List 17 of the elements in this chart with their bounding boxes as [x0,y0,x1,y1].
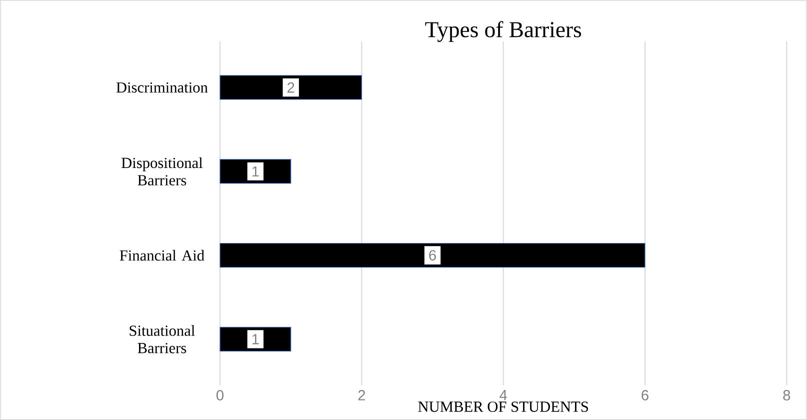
chart-title: Types of Barriers [425,21,582,42]
y-tick-label: Dispositional Barriers [122,157,203,186]
bar [220,242,646,268]
y-tick-label: Discrimination [116,82,208,93]
y-tick-label: Situational Barriers [130,325,195,354]
data-label: 2 [287,82,294,93]
data-label: 1 [252,334,259,344]
x-tick-label: 8 [783,390,790,400]
x-tick-label: 4 [500,390,507,400]
x-axis-title: NUMBER OF STUDENTS [418,402,588,412]
data-label: 1 [252,166,259,176]
bar [220,75,362,100]
x-tick-label: 6 [642,390,648,400]
y-tick-label: Financial Aid [120,250,204,261]
x-tick-label: 2 [358,390,366,400]
x-tick-label: 0 [216,390,224,400]
data-label: 6 [429,250,436,260]
